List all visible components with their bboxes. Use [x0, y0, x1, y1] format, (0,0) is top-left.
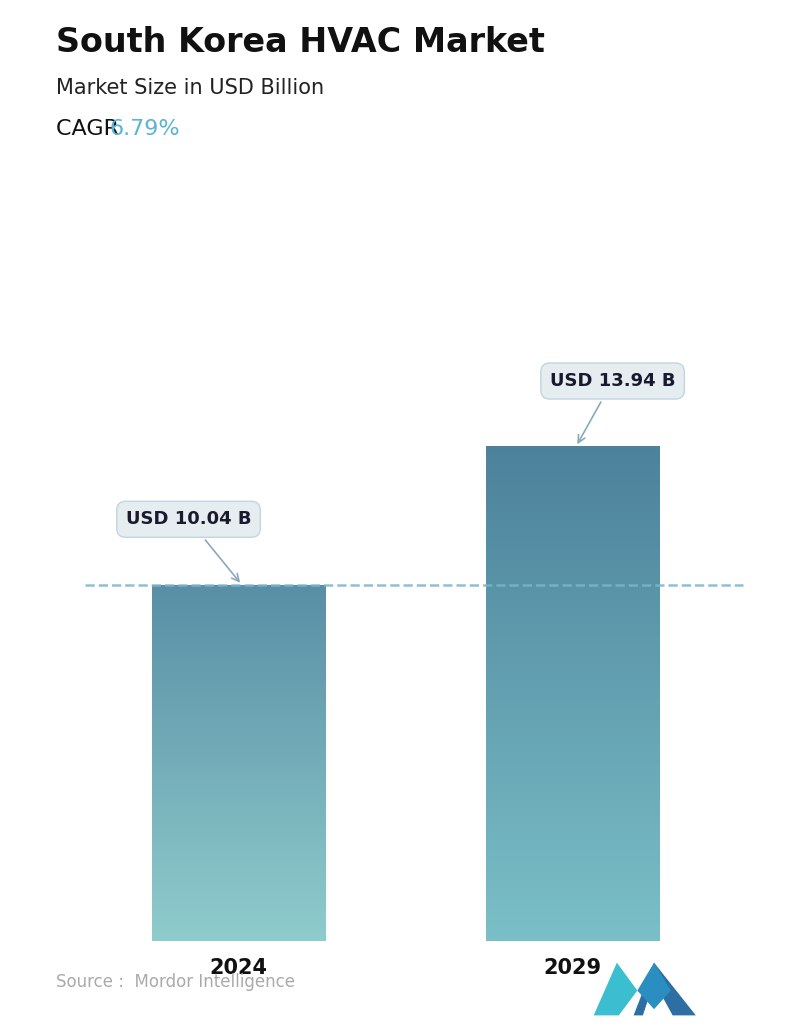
Polygon shape [634, 963, 696, 1015]
Text: Source :  Mordor Intelligence: Source : Mordor Intelligence [56, 973, 295, 991]
Text: USD 10.04 B: USD 10.04 B [126, 511, 252, 581]
Text: USD 13.94 B: USD 13.94 B [550, 372, 675, 443]
Text: Market Size in USD Billion: Market Size in USD Billion [56, 78, 324, 97]
Polygon shape [594, 963, 638, 1015]
Polygon shape [638, 963, 671, 1009]
Text: 6.79%: 6.79% [110, 119, 181, 139]
Text: CAGR: CAGR [56, 119, 126, 139]
Text: South Korea HVAC Market: South Korea HVAC Market [56, 26, 544, 59]
